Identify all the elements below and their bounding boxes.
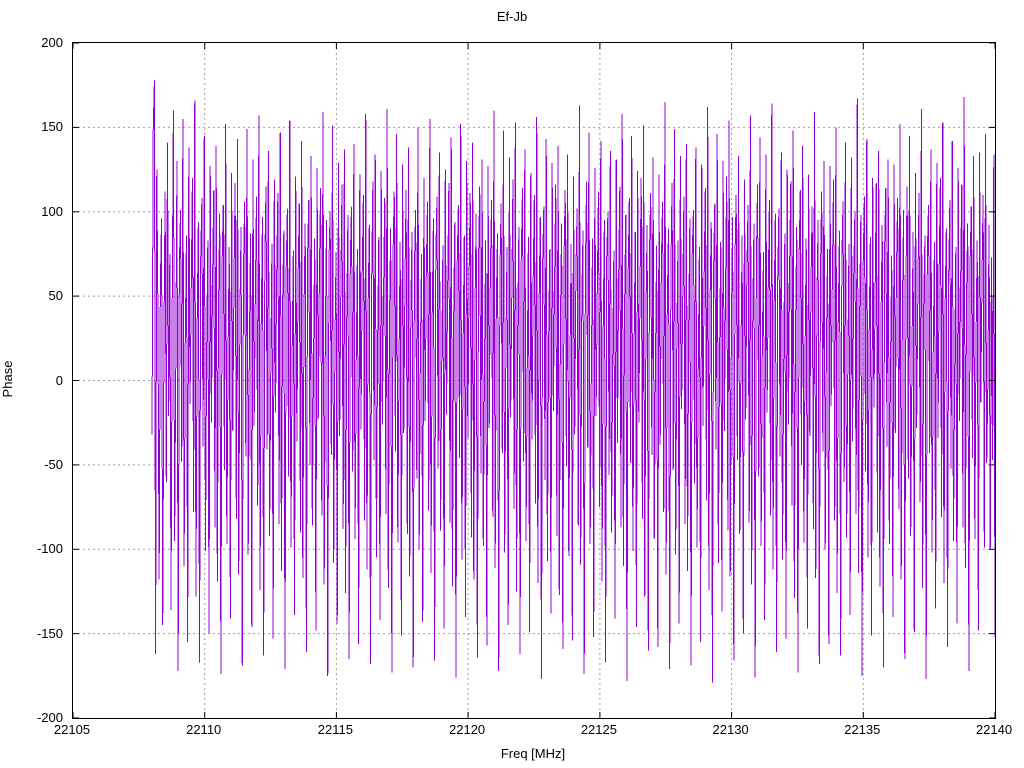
axis-tick-marks [73, 43, 995, 718]
y-tick-label: 150 [41, 119, 63, 135]
y-tick-label: 100 [41, 203, 63, 219]
x-tick-label: 22135 [844, 722, 881, 737]
data-series-layer [73, 43, 995, 718]
x-axis-title: Freq [MHz] [500, 746, 566, 761]
y-tick-label: -200 [36, 710, 63, 725]
page-title: Ef-Jb [496, 9, 528, 24]
x-tick-label: 22105 [53, 722, 91, 737]
y-tick-label: 200 [41, 35, 63, 50]
x-tick-label: 22130 [712, 722, 749, 737]
x-tick-label: 22125 [580, 722, 617, 737]
y-tick-label: -100 [36, 541, 63, 557]
x-tick-label: 22115 [317, 722, 353, 737]
tick-marks-svg [73, 43, 995, 718]
y-tick-label: 0 [55, 372, 63, 388]
y-tick-label: 50 [48, 288, 63, 304]
phase-trace-svg [151, 80, 995, 683]
x-tick-label: 22120 [449, 722, 486, 737]
y-tick-label: -150 [36, 625, 63, 641]
x-tick-label: 22110 [186, 722, 222, 737]
plot-area [72, 42, 996, 719]
x-axis-tick-labels: 22105 22110 22115 22120 22125 22130 22135 22140 [54, 722, 1012, 741]
y-axis-tick-labels: -200 -150 -100 -50 0 50 100 150 200 [0, 36, 63, 724]
x-tick-label: 22140 [975, 722, 1013, 737]
y-axis-title: Phase [0, 360, 15, 398]
y-tick-label: -50 [44, 456, 63, 472]
